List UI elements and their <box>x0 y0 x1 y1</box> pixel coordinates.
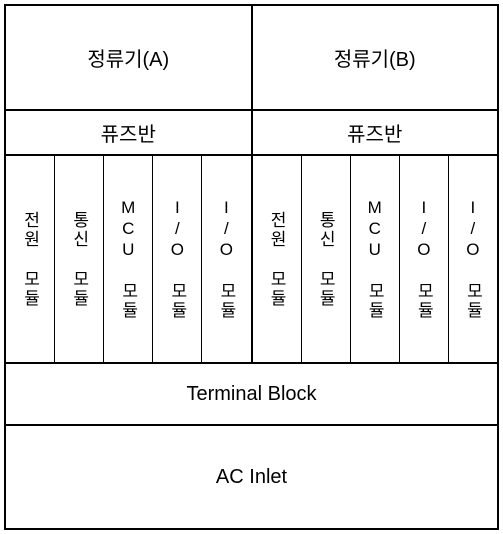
comm-module: 통신 모듈 <box>302 156 351 362</box>
ac-inlet: AC Inlet <box>6 426 497 528</box>
power-module: 전원 모듈 <box>6 156 55 362</box>
rectifier-row: 정류기(A) 정류기(B) <box>6 6 497 111</box>
power-module: 전원 모듈 <box>253 156 302 362</box>
module-group-right: 전원 모듈 통신 모듈 MCU 모듈 I/O 모듈 I/O 모듈 <box>253 156 498 362</box>
fuse-panel-b: 퓨즈반 <box>253 111 498 156</box>
fuse-panel-a: 퓨즈반 <box>6 111 253 156</box>
module-label: 전원 모듈 <box>268 211 285 308</box>
module-label: MCU 모듈 <box>120 198 137 320</box>
io-module-2: I/O 모듈 <box>449 156 497 362</box>
fuse-panel-a-label: 퓨즈반 <box>101 118 156 147</box>
rectifier-a: 정류기(A) <box>6 6 253 111</box>
module-label: 통신 모듈 <box>71 211 88 308</box>
comm-module: 통신 모듈 <box>55 156 104 362</box>
module-row: 전원 모듈 통신 모듈 MCU 모듈 I/O 모듈 I/O 모듈 전원 모듈 통… <box>6 156 497 364</box>
module-label: 전원 모듈 <box>22 211 39 308</box>
mcu-module: MCU 모듈 <box>104 156 153 362</box>
module-label: I/O 모듈 <box>464 198 481 320</box>
rectifier-a-label: 정류기(A) <box>87 43 169 72</box>
module-label: I/O 모듈 <box>169 198 186 320</box>
module-label: I/O 모듈 <box>218 198 235 320</box>
enclosure-diagram: 정류기(A) 정류기(B) 퓨즈반 퓨즈반 전원 모듈 통신 모듈 MCU 모듈… <box>4 4 499 530</box>
rectifier-b: 정류기(B) <box>253 6 498 111</box>
terminal-block: Terminal Block <box>6 364 497 426</box>
fuse-row: 퓨즈반 퓨즈반 <box>6 111 497 156</box>
rectifier-b-label: 정류기(B) <box>334 43 416 72</box>
fuse-panel-b-label: 퓨즈반 <box>347 118 402 147</box>
module-label: 통신 모듈 <box>317 211 334 308</box>
ac-inlet-label: AC Inlet <box>216 466 287 489</box>
module-group-left: 전원 모듈 통신 모듈 MCU 모듈 I/O 모듈 I/O 모듈 <box>6 156 253 362</box>
mcu-module: MCU 모듈 <box>351 156 400 362</box>
io-module-2: I/O 모듈 <box>202 156 250 362</box>
module-label: MCU 모듈 <box>366 198 383 320</box>
io-module-1: I/O 모듈 <box>153 156 202 362</box>
io-module-1: I/O 모듈 <box>400 156 449 362</box>
module-label: I/O 모듈 <box>415 198 432 320</box>
terminal-block-label: Terminal Block <box>186 383 316 406</box>
